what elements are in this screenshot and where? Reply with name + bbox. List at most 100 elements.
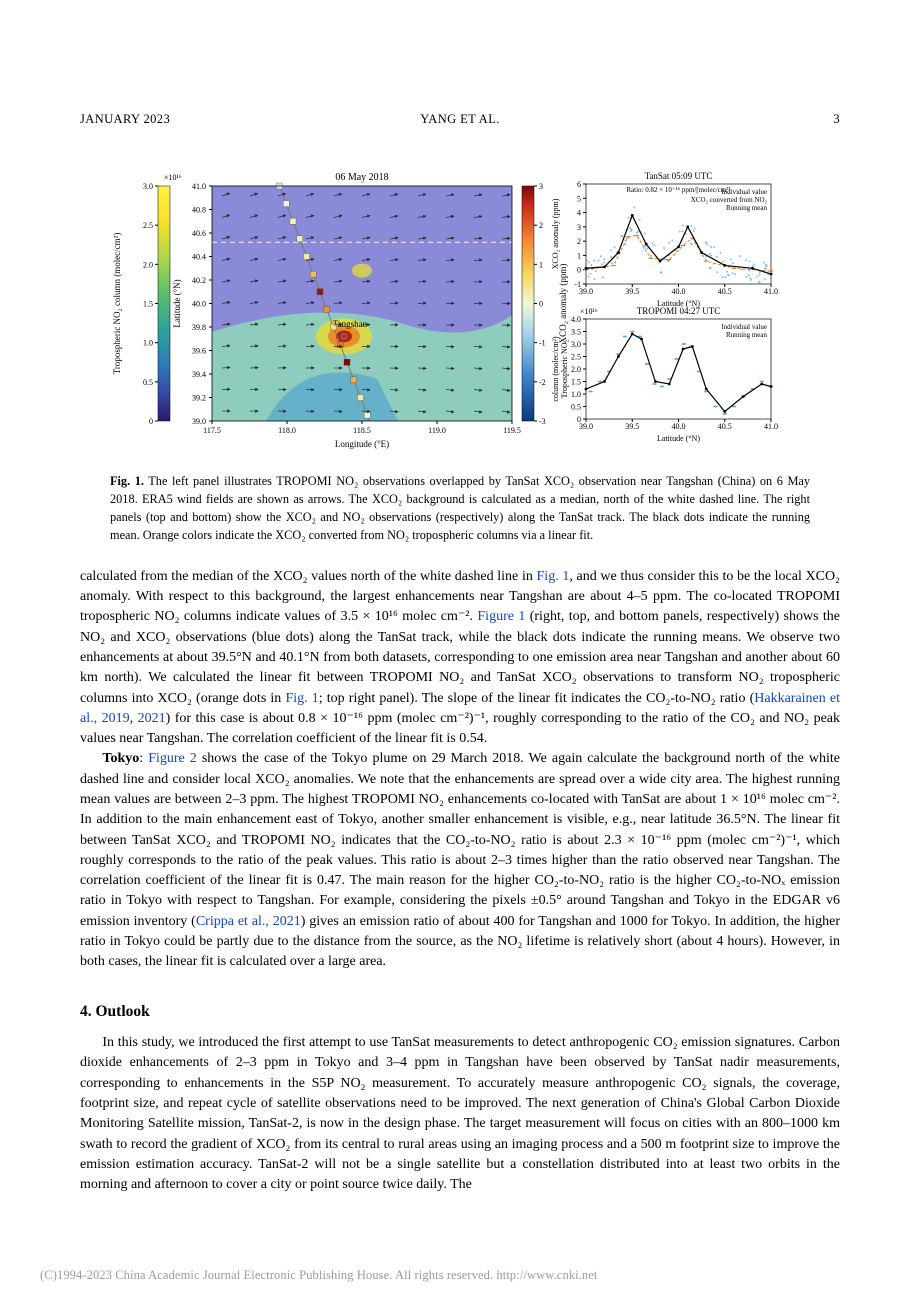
svg-text:TROPOMI 04:27 UTC: TROPOMI 04:27 UTC	[637, 306, 721, 316]
svg-text:2: 2	[539, 221, 543, 230]
figure-1-caption-text: The left panel illustrates TROPOMI NO₂ o…	[110, 474, 810, 541]
runhead-left: JANUARY 2023	[80, 110, 240, 128]
svg-text:39.0: 39.0	[579, 287, 593, 296]
runhead-center: YANG ET AL.	[240, 110, 680, 128]
svg-text:Tangshan: Tangshan	[333, 319, 368, 329]
svg-text:118.0: 118.0	[278, 426, 296, 435]
svg-text:×10¹⁶: ×10¹⁶	[164, 173, 182, 182]
svg-text:118.5: 118.5	[353, 426, 371, 435]
svg-text:Latitude (°N): Latitude (°N)	[172, 279, 182, 327]
page-footer: (C)1994-2023 China Academic Journal Elec…	[0, 1266, 920, 1284]
body-para-1: calculated from the median of the XCO₂ v…	[80, 567, 840, 750]
figure-1-caption: Fig. 1. The left panel illustrates TROPO…	[110, 473, 810, 544]
text: In this study, we introduced the first a…	[80, 1035, 840, 1192]
runhead-page: 3	[680, 110, 840, 128]
svg-text:41.0: 41.0	[764, 422, 778, 431]
svg-text:-3: -3	[539, 417, 546, 426]
link-figure1[interactable]: Figure 1	[477, 609, 525, 624]
svg-text:Latitude (°N): Latitude (°N)	[657, 434, 700, 443]
svg-text:1.0: 1.0	[571, 390, 581, 399]
svg-text:39.4: 39.4	[192, 370, 206, 379]
svg-text:0.5: 0.5	[571, 403, 581, 412]
text: ) for this case is about 0.8 × 10⁻¹⁶ ppm…	[80, 711, 840, 746]
link-fig1[interactable]: Fig. 1	[537, 569, 570, 584]
svg-text:4: 4	[577, 209, 581, 218]
svg-text:2.0: 2.0	[143, 260, 153, 269]
svg-text:117.5: 117.5	[203, 426, 221, 435]
svg-text:39.0: 39.0	[579, 422, 593, 431]
svg-text:39.5: 39.5	[625, 287, 639, 296]
svg-text:119.0: 119.0	[428, 426, 446, 435]
figure-1-caption-label: Fig. 1.	[110, 474, 144, 488]
link-crippa-2021[interactable]: Crippa et al., 2021	[196, 914, 301, 929]
svg-text:0: 0	[577, 266, 581, 275]
tokyo-lead: Tokyo	[102, 751, 139, 766]
svg-text:XCO₂ converted from NO₂: XCO₂ converted from NO₂	[691, 196, 768, 204]
link-hakkarainen-2021[interactable]: 2021	[138, 711, 166, 726]
text: ,	[130, 711, 138, 726]
svg-text:XCO₂ anomaly (ppm): XCO₂ anomaly (ppm)	[558, 264, 568, 344]
figure-1-svg: ×10¹⁶00.51.01.52.02.53.0Tropospheric NO₂…	[100, 166, 820, 456]
text: shows the case of the Tokyo plume on 29 …	[80, 751, 840, 928]
svg-text:5: 5	[577, 194, 581, 203]
figure-1: ×10¹⁶00.51.01.52.02.53.0Tropospheric NO₂…	[80, 166, 840, 545]
svg-text:Running mean: Running mean	[726, 331, 768, 339]
svg-text:0.5: 0.5	[143, 378, 153, 387]
svg-text:6: 6	[577, 180, 581, 189]
svg-text:Individual value: Individual value	[721, 323, 767, 331]
section-4-heading: 4. Outlook	[80, 1001, 840, 1023]
svg-text:Running mean: Running mean	[726, 204, 768, 212]
svg-text:-1: -1	[574, 280, 581, 289]
svg-text:40.0: 40.0	[672, 287, 686, 296]
svg-text:41.0: 41.0	[192, 182, 206, 191]
svg-text:3: 3	[577, 223, 581, 232]
svg-text:39.2: 39.2	[192, 394, 206, 403]
svg-text:39.5: 39.5	[625, 422, 639, 431]
svg-text:3: 3	[539, 182, 543, 191]
link-fig1b[interactable]: Fig. 1	[285, 691, 318, 706]
svg-text:0: 0	[149, 417, 153, 426]
svg-text:-2: -2	[539, 378, 546, 387]
svg-text:39.0: 39.0	[192, 417, 206, 426]
svg-text:40.6: 40.6	[192, 229, 206, 238]
svg-text:40.5: 40.5	[718, 422, 732, 431]
svg-text:40.4: 40.4	[192, 253, 206, 262]
svg-text:Ratio: 0.82 × 10⁻¹⁶ ppm/[molec: Ratio: 0.82 × 10⁻¹⁶ ppm/[molec/cm²]	[626, 186, 730, 194]
svg-text:2.0: 2.0	[571, 365, 581, 374]
svg-text:39.6: 39.6	[192, 347, 206, 356]
svg-text:0: 0	[539, 300, 543, 309]
text: :	[139, 751, 148, 766]
svg-text:1.5: 1.5	[143, 300, 153, 309]
body-para-2: Tokyo: Figure 2 shows the case of the To…	[80, 749, 840, 972]
svg-text:3.0: 3.0	[571, 340, 581, 349]
svg-text:×10¹⁶: ×10¹⁶	[580, 307, 598, 316]
svg-text:0: 0	[577, 415, 581, 424]
svg-text:TanSat 05:09 UTC: TanSat 05:09 UTC	[645, 171, 713, 181]
svg-text:40.8: 40.8	[192, 206, 206, 215]
svg-text:3.0: 3.0	[143, 182, 153, 191]
svg-text:3.5: 3.5	[571, 328, 581, 337]
svg-text:Tropospheric NO₂: Tropospheric NO₂	[560, 340, 569, 399]
svg-text:40.2: 40.2	[192, 276, 206, 285]
running-head: JANUARY 2023 YANG ET AL. 3	[80, 110, 840, 128]
svg-text:4.0: 4.0	[571, 315, 581, 324]
svg-text:1: 1	[539, 260, 543, 269]
svg-text:41.0: 41.0	[764, 287, 778, 296]
text: calculated from the median of the XCO₂ v…	[80, 569, 537, 584]
svg-text:2.5: 2.5	[143, 221, 153, 230]
svg-text:1.5: 1.5	[571, 378, 581, 387]
svg-text:2.5: 2.5	[571, 353, 581, 362]
svg-text:-1: -1	[539, 339, 546, 348]
svg-text:column (molec/cm²): column (molec/cm²)	[551, 336, 560, 402]
section-4-para: In this study, we introduced the first a…	[80, 1033, 840, 1195]
text: ; top right panel). The slope of the lin…	[319, 691, 755, 706]
svg-text:Longitude (°E): Longitude (°E)	[335, 439, 389, 449]
svg-text:Tropospheric NO₂ column (molec: Tropospheric NO₂ column (molec/cm²)	[112, 233, 122, 375]
svg-text:1: 1	[577, 252, 581, 261]
svg-text:39.8: 39.8	[192, 323, 206, 332]
svg-text:1.0: 1.0	[143, 339, 153, 348]
svg-text:06 May 2018: 06 May 2018	[335, 172, 388, 183]
svg-text:XCO₂ anomaly (ppm): XCO₂ anomaly (ppm)	[551, 198, 560, 269]
svg-text:40.0: 40.0	[672, 422, 686, 431]
link-figure2[interactable]: Figure 2	[148, 751, 197, 766]
